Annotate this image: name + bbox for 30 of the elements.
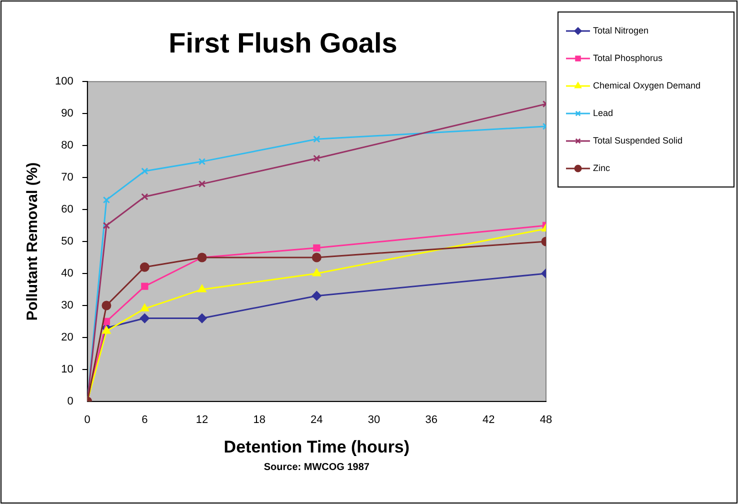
chart-title: First Flush Goals bbox=[168, 28, 398, 59]
x-tick-label: 6 bbox=[142, 414, 148, 426]
y-tick-label: 90 bbox=[61, 108, 74, 120]
x-tick-label: 24 bbox=[310, 414, 323, 426]
legend-label: Total Suspended Solid bbox=[593, 135, 683, 146]
legend-label: Zinc bbox=[593, 162, 610, 173]
x-tick-label: 36 bbox=[425, 414, 438, 426]
source-note: Source: MWCOG 1987 bbox=[264, 462, 370, 473]
x-tick-label: 48 bbox=[540, 414, 552, 426]
legend-label: Total Phosphorus bbox=[593, 52, 664, 63]
x-tick-label: 12 bbox=[196, 414, 208, 426]
legend-label: Lead bbox=[593, 108, 614, 118]
y-tick-label: 60 bbox=[61, 204, 74, 216]
y-tick-label: 20 bbox=[61, 331, 74, 344]
x-tick-label: 30 bbox=[368, 414, 380, 426]
y-tick-label: 10 bbox=[61, 363, 74, 376]
y-axis-title: Pollutant Removal (%) bbox=[24, 162, 42, 321]
y-tick-label: 40 bbox=[61, 268, 74, 280]
x-axis-title: Detention Time (hours) bbox=[224, 437, 410, 456]
y-tick-label: 0 bbox=[67, 395, 74, 408]
legend-label: Chemical Oxygen Demand bbox=[593, 80, 701, 90]
y-tick-label: 100 bbox=[54, 76, 74, 88]
x-tick-label: 42 bbox=[482, 414, 495, 426]
y-tick-label: 70 bbox=[61, 172, 74, 184]
y-tick-label: 30 bbox=[61, 299, 74, 312]
y-tick-label: 50 bbox=[61, 236, 74, 248]
x-tick-label: 18 bbox=[253, 414, 266, 426]
x-tick-label: 0 bbox=[84, 414, 90, 426]
y-tick-label: 80 bbox=[61, 140, 74, 152]
legend-label: Total Nitrogen bbox=[593, 25, 649, 36]
